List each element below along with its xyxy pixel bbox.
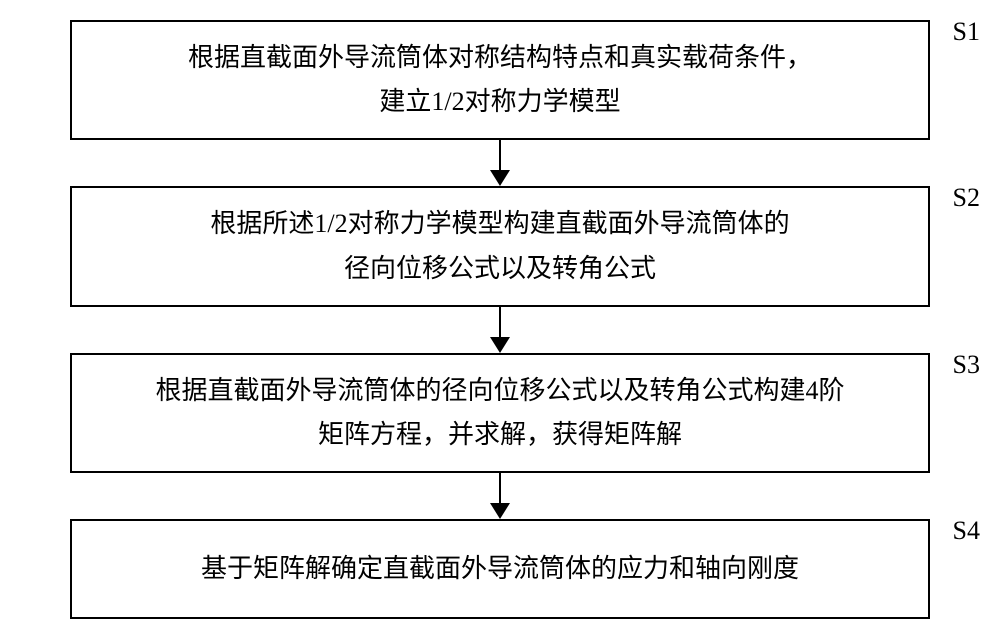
step-text-s4-line1: 基于矩阵解确定直截面外导流筒体的应力和轴向刚度 [92,547,908,591]
step-text-s1-line1: 根据直截面外导流筒体对称结构特点和真实载荷条件， [92,36,908,80]
step-box-s3: S3 根据直截面外导流筒体的径向位移公式以及转角公式构建4阶 矩阵方程，并求解，… [70,353,930,473]
step-box-s2: S2 根据所述1/2对称力学模型构建直截面外导流筒体的 径向位移公式以及转角公式 [70,186,930,306]
arrow-line-icon [499,140,501,170]
step-3-wrapper: S3 根据直截面外导流筒体的径向位移公式以及转角公式构建4阶 矩阵方程，并求解，… [40,353,960,519]
arrow-1-2 [490,140,510,186]
arrow-line-icon [499,307,501,337]
step-label-s2: S2 [953,176,980,220]
arrow-line-icon [499,473,501,503]
step-1-wrapper: S1 根据直截面外导流筒体对称结构特点和真实载荷条件， 建立1/2对称力学模型 [40,20,960,186]
step-text-s3-line1: 根据直截面外导流筒体的径向位移公式以及转角公式构建4阶 [92,369,908,413]
arrow-2-3 [490,307,510,353]
step-text-s2-line2: 径向位移公式以及转角公式 [92,247,908,291]
step-4-wrapper: S4 基于矩阵解确定直截面外导流筒体的应力和轴向刚度 [40,519,960,619]
step-box-s4: S4 基于矩阵解确定直截面外导流筒体的应力和轴向刚度 [70,519,930,619]
flowchart-container: S1 根据直截面外导流筒体对称结构特点和真实载荷条件， 建立1/2对称力学模型 … [40,20,960,619]
step-box-s1: S1 根据直截面外导流筒体对称结构特点和真实载荷条件， 建立1/2对称力学模型 [70,20,930,140]
step-label-s3: S3 [953,343,980,387]
step-text-s2-line1: 根据所述1/2对称力学模型构建直截面外导流筒体的 [92,202,908,246]
arrow-3-4 [490,473,510,519]
arrow-head-icon [490,503,510,519]
step-2-wrapper: S2 根据所述1/2对称力学模型构建直截面外导流筒体的 径向位移公式以及转角公式 [40,186,960,352]
step-text-s1-line2: 建立1/2对称力学模型 [92,80,908,124]
arrow-head-icon [490,170,510,186]
step-label-s4: S4 [953,509,980,553]
arrow-head-icon [490,337,510,353]
step-label-s1: S1 [953,10,980,54]
step-text-s3-line2: 矩阵方程，并求解，获得矩阵解 [92,413,908,457]
